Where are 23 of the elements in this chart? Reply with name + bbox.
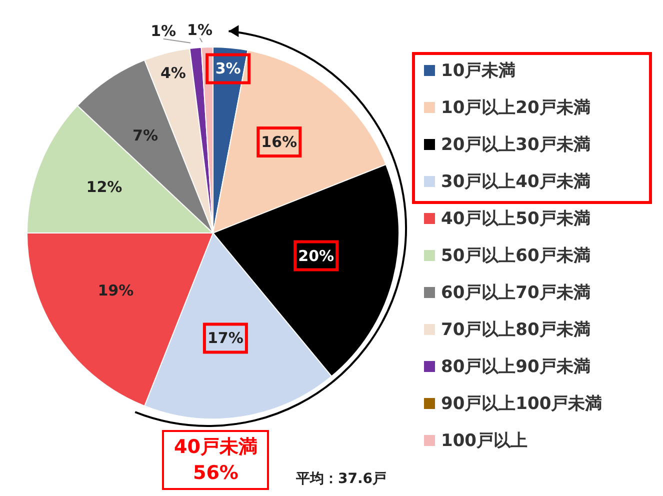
legend-label: 10戸以上20戸未満 (441, 97, 590, 119)
data-label: 20% (298, 246, 334, 265)
legend-label: 20戸以上30戸未満 (441, 134, 590, 156)
legend-label: 100戸以上 (441, 430, 528, 452)
data-label: 1% (187, 21, 213, 40)
legend-label: 70戸以上80戸未満 (441, 319, 590, 341)
data-label: 7% (132, 126, 158, 145)
text: 平均：37.6戸 (296, 470, 387, 488)
data-label: 17% (208, 329, 244, 348)
legend-label: 80戸以上90戸未満 (441, 356, 590, 378)
legend-label: 50戸以上60戸未満 (441, 245, 590, 267)
legend-label: 30戸以上40戸未満 (441, 171, 590, 193)
data-label: 19% (98, 282, 134, 300)
legend-label: 10戸未満 (441, 60, 516, 82)
data-label: 1% (150, 22, 176, 40)
data-label: 4% (160, 64, 186, 82)
legend-label: 60戸以上70戸未満 (441, 282, 590, 304)
text: 40戸未満 56% (162, 430, 270, 490)
data-label: 3% (215, 60, 241, 78)
legend-label: 90戸以上100戸未満 (441, 393, 602, 415)
legend-label: 40戸以上50戸未満 (441, 208, 590, 230)
data-label: 12% (86, 178, 122, 196)
data-label: 16% (261, 133, 298, 152)
